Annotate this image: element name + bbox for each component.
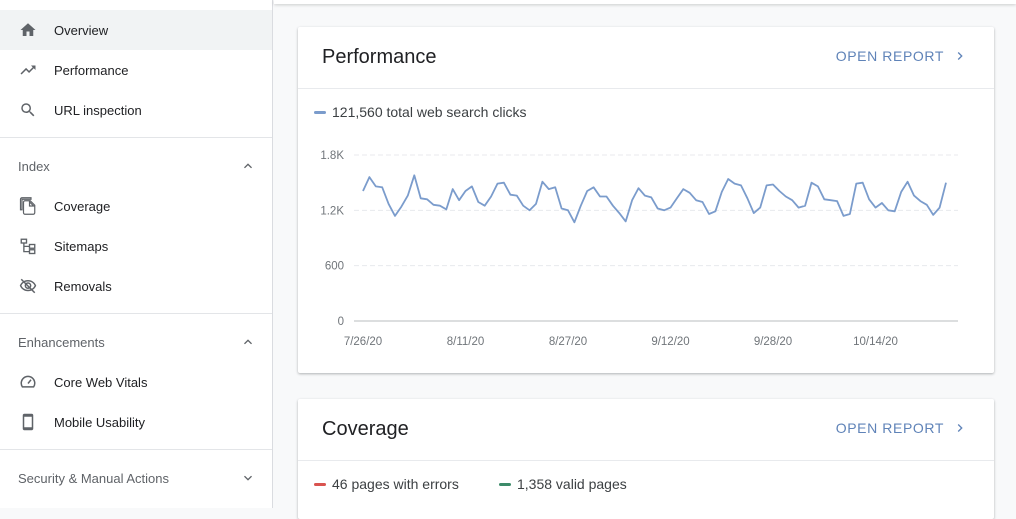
legend-valid: 1,358 valid pages (499, 476, 627, 492)
sidebar-item-label: Overview (54, 22, 109, 38)
sidebar-divider (0, 313, 272, 314)
x-tick-label: 9/12/20 (651, 336, 689, 348)
card-divider (298, 88, 994, 89)
section-header-security[interactable]: Security & Manual Actions (0, 458, 272, 498)
open-report-button[interactable]: OPEN REPORT (836, 48, 968, 64)
legend-swatch-valid (499, 482, 511, 486)
x-tick-label: 7/26/20 (344, 336, 382, 348)
sidebar-item-label: Performance (54, 62, 129, 78)
section-title: Enhancements (18, 334, 105, 350)
legend-errors: 46 pages with errors (314, 476, 459, 492)
sidebar-item-label: Mobile Usability (54, 414, 146, 430)
chart-legend: 121,560 total web search clicks (314, 104, 527, 120)
sidebar-item-sitemaps[interactable]: Sitemaps (0, 226, 272, 266)
sidebar-divider (0, 449, 272, 450)
clicks-line-chart: 0 600 1.2K 1.8K 7/26/20 8/11/20 8/27/20 9/12/20… (320, 150, 958, 348)
chevron-right-icon (957, 424, 963, 432)
clicks-series-line (362, 174, 947, 224)
trending-up-icon (18, 60, 38, 80)
eye-off-icon (18, 276, 38, 296)
y-tick-label: 600 (325, 261, 344, 273)
sidebar-nav: Overview Performance URL inspection Inde… (0, 0, 273, 508)
x-tick-label: 9/28/20 (754, 336, 792, 348)
section-title: Index (18, 158, 50, 174)
sidebar-item-label: Sitemaps (54, 238, 109, 254)
home-icon (18, 20, 38, 40)
sidebar-item-label: Coverage (54, 198, 111, 214)
sidebar-item-performance[interactable]: Performance (0, 50, 272, 90)
sidebar-item-label: URL inspection (54, 102, 142, 118)
top-app-bar-edge (274, 0, 1016, 4)
section-header-enhancements[interactable]: Enhancements (0, 322, 272, 362)
card-divider (298, 460, 994, 461)
x-tick-label: 8/27/20 (549, 336, 587, 348)
legend-swatch-errors (314, 482, 326, 486)
sidebar-item-coverage[interactable]: Coverage (0, 186, 272, 226)
legend-label-valid: 1,358 valid pages (517, 476, 627, 492)
y-tick-label: 1.8K (320, 150, 344, 162)
chevron-right-icon (957, 52, 963, 60)
sidebar-item-overview[interactable]: Overview (0, 10, 272, 50)
open-report-button[interactable]: OPEN REPORT (836, 420, 968, 436)
card-title: Performance (322, 46, 437, 68)
performance-card: Performance OPEN REPORT 121,560 total we… (298, 27, 994, 373)
chevron-up-icon (244, 339, 252, 345)
legend-label-errors: 46 pages with errors (332, 476, 459, 492)
sitemap-icon (18, 236, 38, 256)
sidebar-item-label: Core Web Vitals (54, 374, 148, 390)
sidebar-item-label: Removals (54, 278, 112, 294)
open-report-label: OPEN REPORT (835, 48, 944, 64)
speedometer-icon (18, 372, 38, 392)
y-tick-label: 1.2K (320, 205, 344, 217)
search-icon (18, 100, 38, 120)
sidebar-item-removals[interactable]: Removals (0, 266, 272, 306)
sidebar-item-mobile-usability[interactable]: Mobile Usability (0, 402, 272, 442)
card-title: Coverage (322, 418, 409, 440)
x-tick-label: 10/14/20 (853, 336, 898, 348)
coverage-card: Coverage OPEN REPORT 46 pages with error… (298, 399, 994, 519)
section-header-index[interactable]: Index (0, 146, 272, 186)
legend-label-clicks: 121,560 total web search clicks (332, 104, 527, 120)
y-tick-label: 0 (338, 316, 344, 328)
copy-pages-icon (18, 196, 38, 216)
chevron-up-icon (244, 163, 252, 169)
chevron-down-icon (244, 475, 252, 481)
smartphone-icon (18, 412, 38, 432)
sidebar-item-url-inspection[interactable]: URL inspection (0, 90, 272, 130)
x-tick-label: 8/11/20 (447, 336, 485, 348)
section-title: Security & Manual Actions (18, 470, 170, 486)
legend-swatch-clicks (314, 110, 326, 114)
open-report-label: OPEN REPORT (835, 420, 944, 436)
sidebar-divider (0, 137, 272, 138)
sidebar-item-core-web-vitals[interactable]: Core Web Vitals (0, 362, 272, 402)
